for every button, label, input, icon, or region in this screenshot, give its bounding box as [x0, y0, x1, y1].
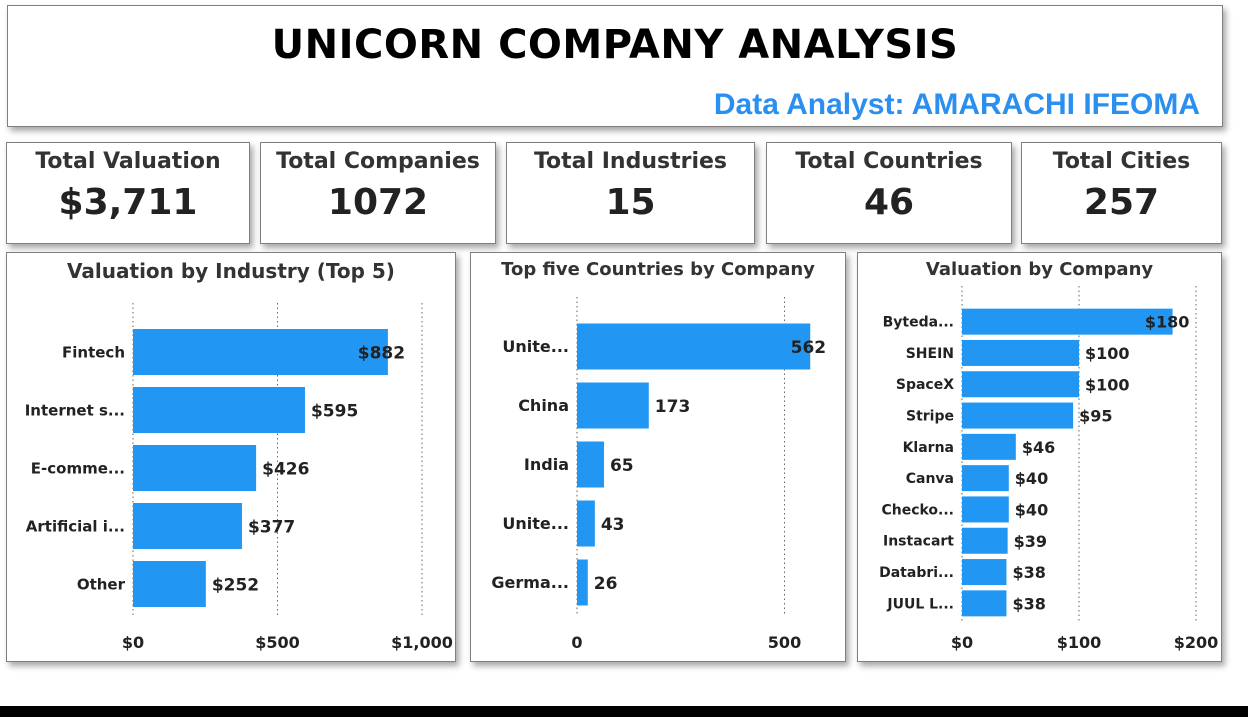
category-label: Artificial i...	[26, 517, 125, 535]
kpi-label: Total Cities	[1052, 149, 1191, 174]
category-label: Fintech	[62, 343, 125, 361]
bar	[962, 339, 1079, 366]
kpi-value: $3,711	[58, 182, 198, 223]
bar	[133, 445, 257, 491]
category-label: SHEIN	[906, 346, 954, 362]
kpi-value: 15	[605, 182, 656, 223]
category-label: Unite...	[502, 514, 569, 533]
category-label: Unite...	[502, 337, 569, 356]
category-label: Canva	[906, 471, 954, 487]
bar	[962, 402, 1074, 429]
x-tick-label: $200	[1174, 633, 1219, 652]
bar	[133, 387, 305, 433]
category-label: Klarna	[903, 440, 954, 456]
chart-valuation-by-company: Valuation by Company $0 $100 $200 Byteda...…	[857, 252, 1222, 662]
kpi-total-cities: Total Cities 257	[1021, 142, 1222, 244]
data-label: $46	[1022, 438, 1055, 457]
kpi-label: Total Companies	[276, 149, 480, 174]
category-label: JUUL L...	[886, 596, 954, 612]
category-label: Other	[77, 575, 126, 593]
bar	[577, 323, 811, 370]
chart-svg: $0 $500 $1,000 Fintech $882 Internet s... $595…	[25, 303, 453, 652]
kpi-total-valuation: Total Valuation $3,711	[6, 142, 250, 244]
data-label: 26	[594, 574, 618, 594]
category-label: Internet s...	[25, 401, 125, 419]
category-label: Instacart	[883, 534, 954, 550]
bar	[962, 465, 1009, 492]
kpi-value: 46	[863, 182, 915, 223]
kpi-label: Total Countries	[795, 149, 983, 174]
data-label: $180	[1145, 313, 1190, 332]
category-label: Germa...	[491, 573, 569, 592]
bar	[962, 527, 1008, 554]
analyst-subtitle: Data Analyst: AMARACHI IFEOMA	[713, 88, 1200, 121]
data-label: $882	[358, 343, 405, 363]
data-label: $100	[1085, 375, 1130, 394]
kpi-label: Total Valuation	[35, 149, 221, 174]
bar	[577, 500, 595, 547]
x-tick-label: $100	[1057, 633, 1102, 652]
x-tick-label: 0	[571, 633, 582, 652]
category-label: Stripe	[906, 408, 954, 424]
kpi-value: 257	[1083, 182, 1160, 223]
bar	[133, 561, 206, 607]
data-label: $40	[1015, 501, 1048, 520]
dashboard-title: UNICORN COMPANY ANALYSIS	[271, 22, 959, 68]
data-label: $39	[1014, 532, 1047, 551]
bar	[962, 433, 1016, 460]
x-tick-label: 500	[768, 633, 801, 652]
chart-title: Valuation by Company	[925, 259, 1154, 280]
data-label: $426	[262, 459, 309, 479]
chart-title: Valuation by Industry (Top 5)	[67, 259, 395, 283]
bar	[577, 382, 649, 429]
data-label: $100	[1085, 344, 1130, 363]
x-tick-label: $500	[255, 633, 300, 652]
kpi-total-companies: Total Companies 1072	[260, 142, 496, 244]
bar	[577, 559, 588, 606]
chart-svg: 0 500 Unite... 562 China 173 India 65 Unite... 43…	[491, 297, 827, 652]
category-label: India	[524, 455, 569, 474]
bar	[577, 441, 604, 488]
x-tick-label: $1,000	[391, 633, 453, 652]
chart-svg: $0 $100 $200 Byteda... $180 SHEIN $100 SpaceX $1…	[879, 286, 1219, 652]
data-label: 65	[610, 456, 634, 476]
chart-top-countries: Top five Countries by Company 0 500 Unite.…	[470, 252, 846, 662]
data-label: 43	[601, 515, 625, 535]
data-label: $38	[1012, 594, 1045, 613]
category-label: Databri...	[879, 565, 954, 581]
chart-valuation-by-industry: Valuation by Industry (Top 5) $0 $500 $1,0…	[6, 252, 456, 662]
kpi-value: 1072	[327, 182, 429, 223]
bar	[962, 559, 1007, 586]
data-label: $377	[248, 517, 295, 537]
category-label: E-comme...	[31, 459, 125, 477]
bar	[133, 503, 242, 549]
category-label: Checko...	[881, 502, 954, 518]
header-card: UNICORN COMPANY ANALYSIS Data Analyst: A…	[7, 5, 1223, 127]
data-label: $95	[1079, 407, 1112, 426]
kpi-total-industries: Total Industries 15	[506, 142, 755, 244]
data-label: $40	[1015, 469, 1048, 488]
data-label: $38	[1012, 563, 1045, 582]
category-label: China	[518, 396, 569, 415]
kpi-label: Total Industries	[533, 149, 728, 174]
bar	[962, 590, 1007, 617]
bar	[962, 308, 1173, 335]
kpi-total-countries: Total Countries 46	[766, 142, 1012, 244]
category-label: SpaceX	[896, 377, 954, 393]
data-label: 173	[655, 397, 691, 417]
bottom-border	[0, 706, 1248, 717]
bar	[133, 329, 388, 375]
category-label: Byteda...	[883, 315, 954, 331]
bar	[962, 496, 1009, 523]
chart-title: Top five Countries by Company	[501, 259, 815, 280]
x-tick-label: $0	[122, 633, 144, 652]
x-tick-label: $0	[951, 633, 973, 652]
data-label: $252	[212, 575, 259, 595]
data-label: $595	[311, 401, 358, 421]
data-label: 562	[791, 338, 827, 358]
bar	[962, 371, 1079, 398]
